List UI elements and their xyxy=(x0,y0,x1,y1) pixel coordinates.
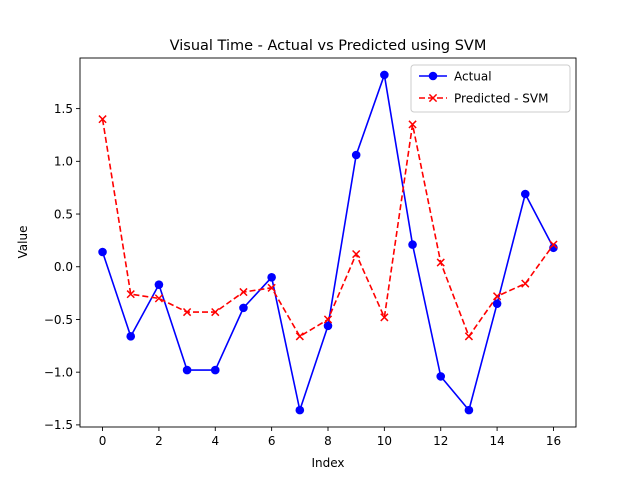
y-tick-label: −0.5 xyxy=(44,313,73,327)
y-tick-label: −1.0 xyxy=(44,365,73,379)
plot-area: 0 2 4 6 8 10 12 14 16 −1.5 −1.0 −0.5 0.0 0.5 1.0 1.5 Act… xyxy=(44,57,577,448)
data-point xyxy=(351,150,361,160)
data-point xyxy=(126,290,135,299)
chart-title: Visual Time - Actual vs Predicted using … xyxy=(170,38,487,54)
x-axis-label: Index xyxy=(311,456,344,470)
data-point xyxy=(549,240,558,249)
x-tick-label: 8 xyxy=(324,434,332,448)
series-1 xyxy=(98,70,558,415)
legend-label: Predicted - SVM xyxy=(454,91,548,105)
legend-marker xyxy=(428,71,438,81)
y-tick-label: −1.5 xyxy=(44,418,73,432)
series-2 xyxy=(98,115,558,341)
data-point xyxy=(323,315,333,324)
data-point xyxy=(352,249,361,259)
legend: Actual Predicted - SVM xyxy=(410,64,571,113)
x-tick-label: 4 xyxy=(211,434,219,448)
data-point xyxy=(154,294,164,303)
x-tick-label: 10 xyxy=(377,434,392,448)
y-tick-label: 0.5 xyxy=(54,207,73,221)
x-tick-label: 0 xyxy=(99,434,107,448)
y-tick-label: 1.0 xyxy=(54,155,73,169)
data-point xyxy=(98,115,107,124)
data-point xyxy=(464,332,474,341)
legend-marker xyxy=(428,93,438,103)
data-point xyxy=(549,243,558,253)
data-point xyxy=(239,287,248,297)
data-point xyxy=(436,258,445,267)
legend-label: Actual xyxy=(454,69,492,83)
y-axis-label: Value xyxy=(16,226,30,259)
data-point xyxy=(210,365,220,375)
x-tick-label: 6 xyxy=(268,434,276,448)
data-point xyxy=(295,405,305,415)
data-point xyxy=(211,307,220,317)
data-point xyxy=(154,280,164,289)
x-tick-label: 14 xyxy=(489,434,504,448)
data-point xyxy=(182,365,192,375)
data-point xyxy=(295,332,304,341)
y-tick-label: 1.5 xyxy=(54,102,73,116)
data-point xyxy=(464,405,474,415)
data-point xyxy=(408,120,417,129)
legend-box xyxy=(410,64,571,113)
data-point xyxy=(267,283,276,292)
data-point xyxy=(408,240,417,249)
data-point xyxy=(182,307,192,317)
data-point xyxy=(323,321,333,331)
data-point xyxy=(239,303,248,313)
data-point xyxy=(520,189,530,199)
x-tick-label: 12 xyxy=(433,434,448,448)
data-point xyxy=(380,70,389,80)
x-tick-label: 16 xyxy=(546,434,561,448)
x-tick-label: 2 xyxy=(155,434,163,448)
data-point xyxy=(380,313,389,322)
data-point xyxy=(521,279,530,288)
data-point xyxy=(126,332,136,341)
data-point xyxy=(267,272,276,282)
data-point xyxy=(492,292,502,301)
data-point xyxy=(492,299,502,308)
data-point xyxy=(98,247,107,257)
data-point xyxy=(436,372,446,381)
y-tick-label: 0.0 xyxy=(54,260,73,274)
